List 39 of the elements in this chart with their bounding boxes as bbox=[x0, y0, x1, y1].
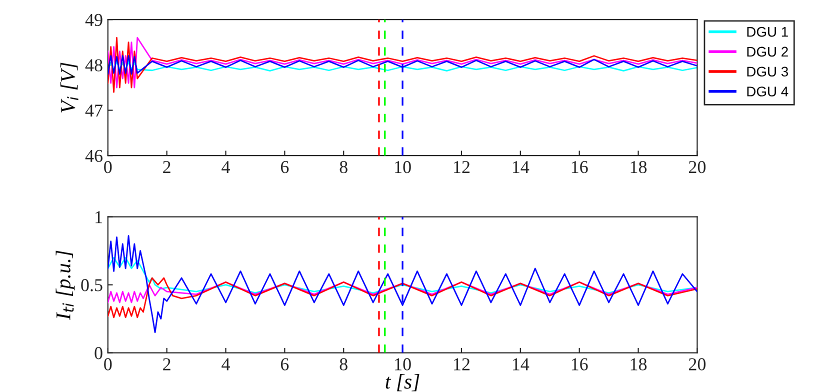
x-tick-label: 18 bbox=[630, 358, 647, 370]
y-tick-label: 49 bbox=[85, 14, 102, 26]
x-tick-label: 2 bbox=[163, 358, 170, 370]
x-axis-title: t [s] bbox=[386, 374, 420, 392]
x-tick-label: 12 bbox=[454, 161, 470, 173]
x-tick-label: 18 bbox=[630, 160, 647, 174]
y-tick-label: 46 bbox=[85, 150, 102, 162]
x-tick-label: 10 bbox=[395, 358, 411, 370]
x-tick-label: 20 bbox=[688, 160, 706, 174]
x-tick-label: 0 bbox=[104, 358, 112, 370]
line-series bbox=[108, 281, 698, 304]
x-tick-label: 8 bbox=[340, 358, 348, 370]
x-tick-label: 10 bbox=[395, 160, 411, 174]
x-tick-label: 6 bbox=[280, 161, 289, 174]
legend-label: DGU 4 bbox=[747, 86, 788, 96]
x-tick-label: 14 bbox=[512, 161, 530, 173]
y-axis-title: V$_{i}$ [V] bbox=[60, 62, 78, 112]
line-series bbox=[108, 60, 698, 72]
x-tick-label: 14 bbox=[512, 358, 530, 370]
legend-label: DGU 3 bbox=[747, 66, 788, 77]
y-tick-label: 0 bbox=[94, 347, 102, 360]
y-axis-title: I$_{ti}$ [p.u.] bbox=[56, 250, 75, 320]
y-tick-label: 48 bbox=[85, 59, 102, 72]
x-tick-label: 2 bbox=[163, 161, 170, 173]
y-tick-label: 1 bbox=[96, 211, 102, 224]
x-tick-label: 8 bbox=[340, 160, 348, 174]
y-tick-label: 47 bbox=[85, 104, 103, 117]
x-tick-label: 20 bbox=[688, 358, 706, 370]
y-tick-label: 0.5 bbox=[81, 279, 102, 292]
legend-label: DGU 2 bbox=[747, 46, 788, 57]
x-tick-label: 6 bbox=[280, 358, 289, 370]
legend-label: DGU 1 bbox=[747, 26, 788, 37]
x-tick-label: 4 bbox=[222, 358, 230, 370]
x-tick-label: 4 bbox=[222, 161, 230, 173]
line-series bbox=[108, 256, 698, 294]
x-tick-label: 0 bbox=[104, 160, 112, 174]
x-tick-label: 12 bbox=[454, 358, 470, 370]
x-tick-label: 16 bbox=[572, 358, 588, 370]
x-tick-label: 16 bbox=[572, 161, 588, 174]
